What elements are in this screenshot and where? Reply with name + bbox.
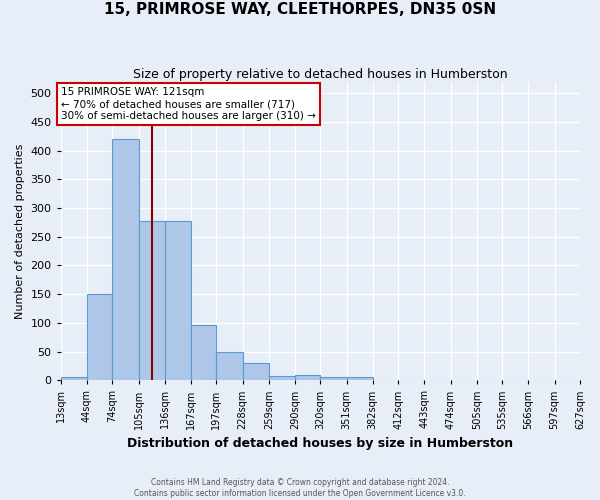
Text: 15, PRIMROSE WAY, CLEETHORPES, DN35 0SN: 15, PRIMROSE WAY, CLEETHORPES, DN35 0SN [104,2,496,18]
X-axis label: Distribution of detached houses by size in Humberston: Distribution of detached houses by size … [127,437,514,450]
Bar [269,376,295,380]
Bar [112,139,139,380]
Y-axis label: Number of detached properties: Number of detached properties [15,144,25,318]
Bar [191,325,217,380]
Text: Contains HM Land Registry data © Crown copyright and database right 2024.
Contai: Contains HM Land Registry data © Crown c… [134,478,466,498]
Bar [295,374,320,380]
Title: Size of property relative to detached houses in Humberston: Size of property relative to detached ho… [133,68,508,80]
Bar [217,352,242,380]
Bar [347,378,373,380]
Bar [242,363,269,380]
Bar [87,294,112,380]
Bar [61,378,87,380]
Bar [139,220,165,380]
Text: 15 PRIMROSE WAY: 121sqm
← 70% of detached houses are smaller (717)
30% of semi-d: 15 PRIMROSE WAY: 121sqm ← 70% of detache… [61,88,316,120]
Bar [320,378,347,380]
Bar [165,220,191,380]
